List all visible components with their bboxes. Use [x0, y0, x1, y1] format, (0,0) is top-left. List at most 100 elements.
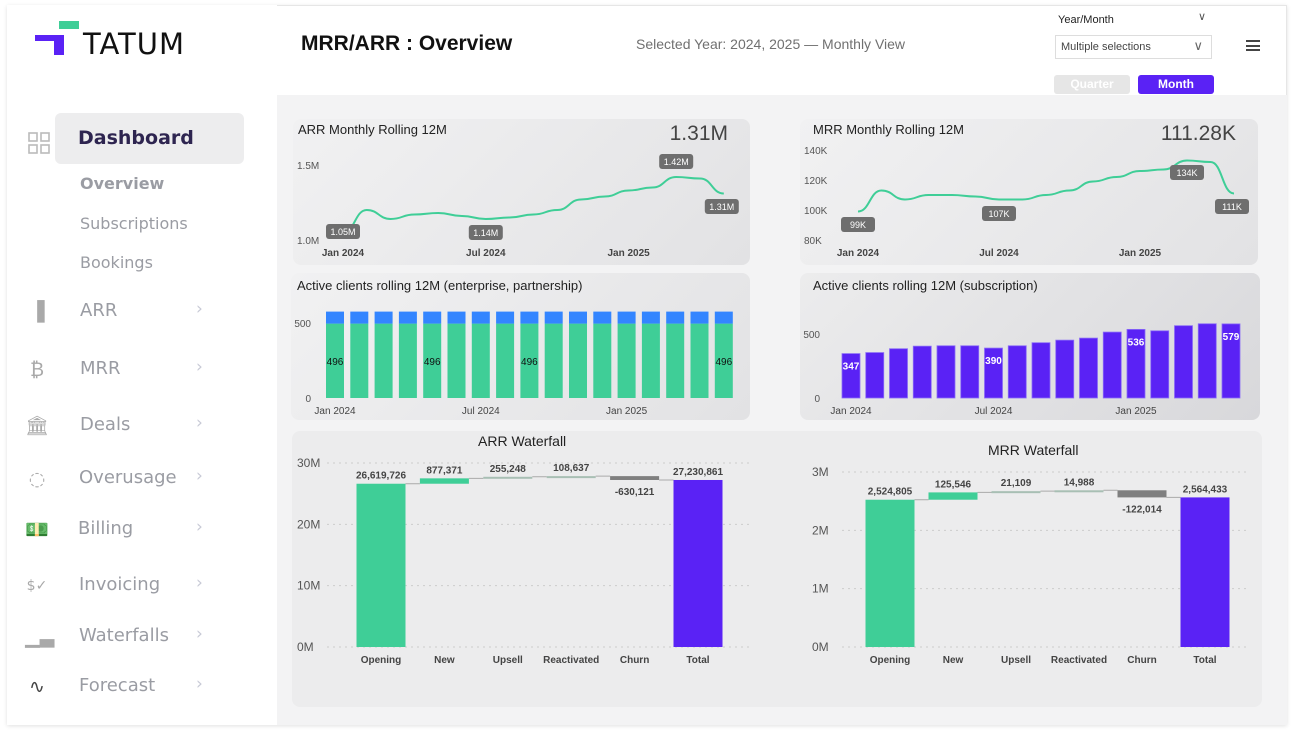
- y-tick-label: 120K: [804, 176, 828, 187]
- nav-overview[interactable]: Overview: [80, 174, 165, 193]
- card-title: ARR Monthly Rolling 12M: [298, 122, 447, 137]
- data-label-bg: [1170, 165, 1204, 180]
- bar-enterprise: [641, 323, 660, 398]
- bar-enterprise: [569, 323, 587, 398]
- bar-enterprise: [666, 323, 685, 398]
- bar-partnership: [569, 311, 587, 324]
- y-tick-label: 500: [294, 319, 311, 330]
- arr-waterfall-title: ARR Waterfall: [478, 433, 567, 449]
- data-label: 21,109: [1001, 478, 1032, 489]
- x-tick-label: Jan 2025: [607, 248, 650, 259]
- dashboard-grid-icon: [28, 132, 50, 154]
- bar-enterprise: [496, 323, 515, 398]
- bar-enterprise: [471, 323, 490, 398]
- x-category-label: Reactivated: [1051, 655, 1107, 666]
- bar-partnership: [447, 311, 466, 324]
- bar-partnership: [350, 311, 369, 324]
- y-tick-label: 2M: [812, 523, 829, 537]
- bar-partnership: [471, 311, 490, 324]
- y-tick-label: 0M: [297, 640, 314, 654]
- bar-enterprise: [520, 323, 539, 398]
- active-clients-enterprise-card: Active clients rolling 12M (enterprise, …: [291, 273, 750, 420]
- data-label-bg: [659, 154, 694, 169]
- nav-overusage[interactable]: ◌ Overusage ›: [25, 465, 225, 493]
- data-label: 14,988: [1064, 477, 1095, 488]
- bar-partnership: [593, 311, 612, 324]
- nav-label: Billing: [78, 518, 134, 539]
- bar-subscription: [889, 348, 908, 399]
- bar-enterprise: [374, 323, 393, 398]
- nav-subscriptions[interactable]: Subscriptions: [80, 214, 188, 233]
- y-tick-label: 500: [803, 330, 820, 341]
- y-tick-label: 0: [305, 394, 311, 405]
- nav-invoicing[interactable]: $✓ Invoicing ›: [25, 572, 225, 600]
- bar-subscription: [1174, 325, 1193, 399]
- data-label: 1.14M: [473, 228, 498, 238]
- bar-enterprise: [593, 323, 612, 398]
- bar-partnership: [374, 311, 393, 324]
- chevron-down-icon: ∨: [1193, 38, 1203, 53]
- year-month-slicer[interactable]: Multiple selections ∨: [1055, 35, 1212, 59]
- y-tick-label: 30M: [297, 456, 320, 470]
- x-tick-label: Jul 2024: [462, 406, 500, 417]
- x-tick-label: Jan 2024: [314, 406, 356, 417]
- data-label: 877,371: [426, 465, 463, 476]
- y-tick-label: 100K: [804, 206, 828, 217]
- data-label: 496: [424, 357, 441, 368]
- nav-forecast[interactable]: ∿ Forecast ›: [25, 673, 225, 701]
- mrr-waterfall-title: MRR Waterfall: [988, 442, 1079, 458]
- nav-dashboard-label: Dashboard: [78, 127, 194, 149]
- x-tick-label: Jul 2024: [975, 406, 1013, 417]
- x-category-label: Upsell: [1001, 655, 1031, 666]
- nav-dashboard[interactable]: Dashboard: [55, 113, 244, 164]
- chart-svg: 0M 10M 20M 30M 26,619,726 Opening 877,371 New 25…: [297, 456, 1247, 666]
- chevron-right-icon: ›: [196, 573, 203, 593]
- y-tick-label: 0M: [812, 640, 829, 654]
- pulse-icon: ∿: [29, 676, 45, 698]
- waterfall-bar: [1180, 497, 1230, 647]
- x-tick-label: Jan 2024: [830, 406, 872, 417]
- x-category-label: Churn: [1127, 655, 1156, 666]
- waterfall-bar: [1054, 490, 1104, 493]
- nav-arr[interactable]: ▐ ARR ›: [25, 298, 225, 326]
- y-tick-label: 10M: [297, 579, 320, 593]
- y-tick-label: 1.5M: [297, 161, 319, 172]
- nav-label: Forecast: [79, 675, 156, 696]
- nav-label: MRR: [80, 358, 121, 379]
- nav-label: Deals: [80, 414, 131, 435]
- nav-label: ARR: [80, 300, 118, 321]
- bar-enterprise: [398, 323, 417, 398]
- bar-subscription: [1079, 337, 1098, 399]
- data-label-bg: [704, 199, 739, 214]
- x-tick-label: Jan 2024: [322, 248, 365, 259]
- data-label: 108,637: [553, 463, 590, 474]
- bar-subscription: [1150, 330, 1170, 399]
- data-label: 579: [1223, 332, 1240, 343]
- bank-icon: 🏛: [25, 415, 50, 437]
- nav-label: Waterfalls: [79, 625, 169, 646]
- chevron-down-icon[interactable]: ∨: [1198, 11, 1207, 23]
- chart-svg: 0 500 Jan 2024 Jul 2024 Jan 2025 347 390 536 579: [803, 323, 1241, 417]
- x-category-label: Churn: [620, 655, 649, 666]
- data-label: 107K: [988, 209, 1009, 219]
- quarter-button[interactable]: Quarter: [1054, 75, 1130, 94]
- menu-icon[interactable]: [1246, 40, 1260, 51]
- y-tick-label: 20M: [297, 517, 320, 531]
- x-tick-label: Jul 2024: [466, 248, 506, 259]
- data-label: 2,524,805: [868, 487, 913, 498]
- nav-billing[interactable]: 💵 Billing ›: [25, 516, 225, 544]
- waterfall-bar: [1117, 490, 1167, 498]
- month-button[interactable]: Month: [1138, 75, 1214, 94]
- waterfall-bar: [419, 478, 469, 484]
- bar-enterprise: [690, 323, 709, 398]
- data-label: 536: [1128, 337, 1145, 348]
- y-tick-label: 1M: [812, 582, 829, 596]
- nav-bookings[interactable]: Bookings: [80, 253, 153, 272]
- nav-deals[interactable]: 🏛 Deals ›: [25, 412, 225, 440]
- nav-waterfalls[interactable]: ▁▃ Waterfalls ›: [25, 623, 225, 651]
- y-tick-label: 140K: [804, 146, 828, 157]
- y-tick-label: 1.0M: [297, 236, 319, 247]
- nav-mrr[interactable]: ₿ MRR ›: [25, 356, 225, 384]
- slicer-value: Multiple selections: [1061, 41, 1151, 53]
- x-tick-label: Jan 2025: [606, 406, 648, 417]
